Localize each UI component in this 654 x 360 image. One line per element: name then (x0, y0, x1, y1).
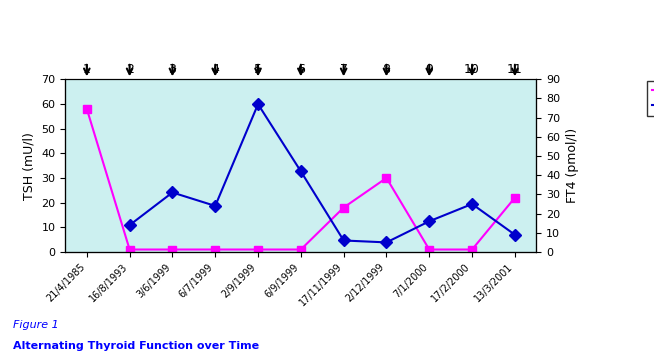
Text: Alternating Thyroid Function over Time: Alternating Thyroid Function over Time (13, 341, 259, 351)
Text: Figure 1: Figure 1 (13, 320, 59, 330)
Y-axis label: TSH (mU/l): TSH (mU/l) (23, 132, 36, 199)
Y-axis label: FT4 (pmol/l): FT4 (pmol/l) (566, 128, 579, 203)
Legend: TSH, FT4: TSH, FT4 (647, 81, 654, 116)
